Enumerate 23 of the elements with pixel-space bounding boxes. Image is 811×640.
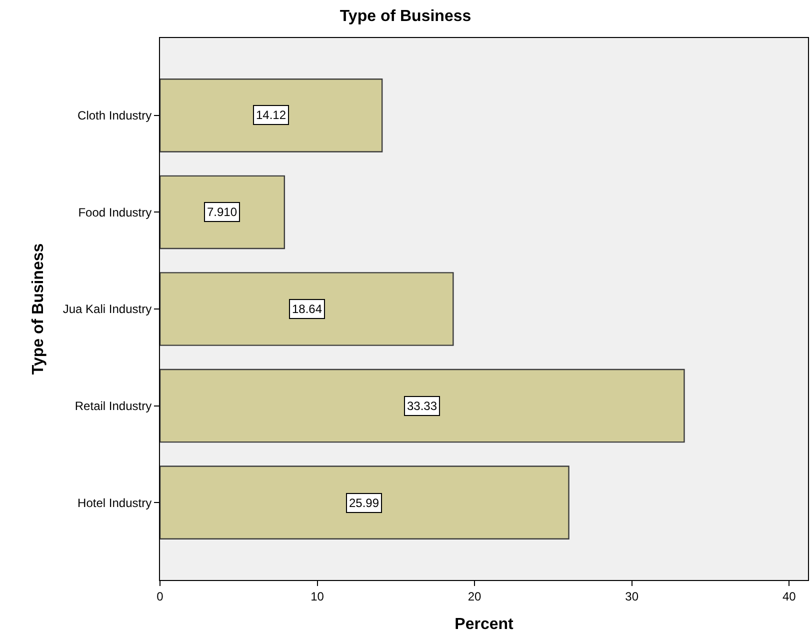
data-label: 14.12 xyxy=(256,108,286,122)
bar xyxy=(160,368,685,443)
x-tick-label: 40 xyxy=(782,589,796,604)
x-tick-label: 10 xyxy=(310,589,324,604)
x-tick-label: 30 xyxy=(625,589,639,604)
y-tick-label: Cloth Industry xyxy=(78,108,152,123)
x-tick-label: 20 xyxy=(468,589,482,604)
chart-title: Type of Business xyxy=(340,8,472,25)
y-tick-label: Retail Industry xyxy=(74,398,152,413)
bar xyxy=(160,78,383,152)
data-label: 25.99 xyxy=(349,496,380,510)
x-tick-label: 0 xyxy=(156,589,164,604)
y-tick-label: Hotel Industry xyxy=(78,496,152,510)
bar xyxy=(160,175,286,250)
bar xyxy=(160,272,454,346)
x-axis-title: Percent xyxy=(454,616,514,634)
bar xyxy=(160,466,570,540)
y-tick-label: Food Industry xyxy=(78,205,152,220)
data-label: 18.64 xyxy=(292,302,322,316)
y-axis-title: Type of Business xyxy=(30,243,47,375)
data-label: 7.910 xyxy=(207,205,238,219)
y-tick-label: Jua Kali Industry xyxy=(62,302,152,316)
data-label: 33.33 xyxy=(407,399,438,413)
